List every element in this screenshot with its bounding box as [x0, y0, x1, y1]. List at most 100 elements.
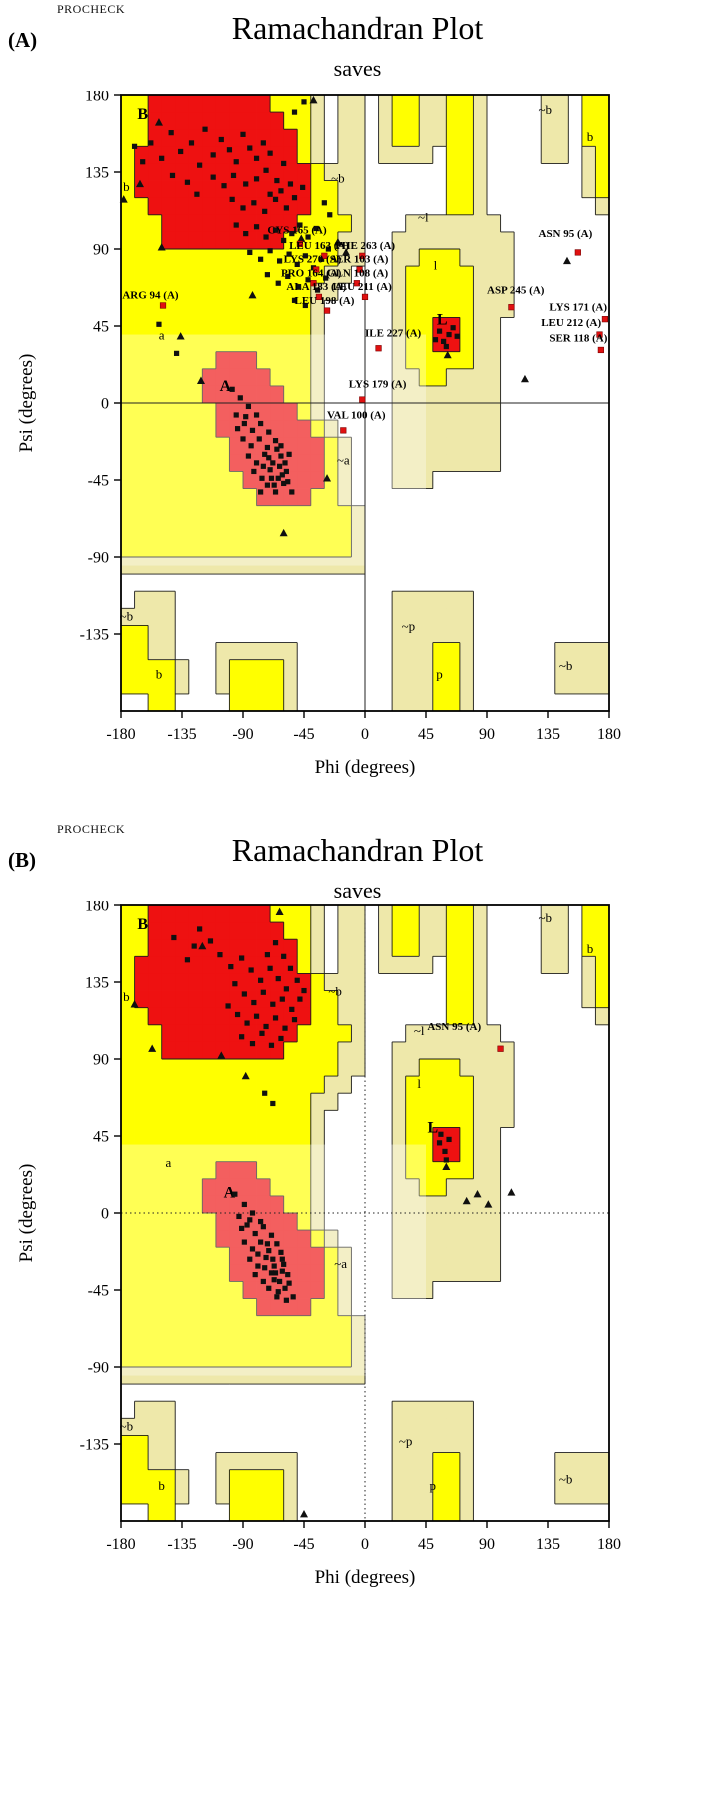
residue-square — [271, 482, 277, 488]
residue-square — [270, 1256, 276, 1262]
region-label: ~b — [120, 1418, 134, 1433]
glycine-triangle — [473, 1189, 482, 1198]
residue-square — [233, 222, 239, 228]
residue-square — [277, 258, 283, 264]
residue-square — [267, 965, 273, 971]
residue-square — [168, 130, 174, 136]
region-label: a — [159, 328, 165, 343]
residue-square — [278, 188, 284, 194]
residue-square — [241, 1239, 247, 1245]
region-label: B — [137, 916, 148, 933]
residue-square — [159, 155, 165, 161]
region-boundaries — [121, 95, 610, 712]
flagged-residue-marker — [359, 396, 366, 403]
residue-square — [240, 205, 246, 211]
residue-square — [283, 205, 289, 211]
glycine-triangle — [154, 118, 163, 126]
residue-square — [291, 297, 298, 303]
region-label: p — [430, 1478, 437, 1493]
residue-square — [260, 140, 266, 146]
flagged-residue-label: CYS 165 (A) — [267, 225, 327, 237]
residue-square — [171, 934, 177, 941]
residue-square — [442, 1148, 448, 1154]
residue-square — [323, 275, 329, 281]
residue-square — [259, 1030, 265, 1036]
y-tick-label: 135 — [85, 165, 109, 182]
flagged-residue-marker — [315, 293, 323, 301]
residue-square — [263, 1023, 269, 1030]
residue-square — [236, 1213, 242, 1220]
residue-square — [267, 248, 273, 254]
residue-square — [450, 325, 456, 331]
residue-square — [243, 231, 249, 237]
residue-square — [274, 446, 280, 452]
flagged-residue-marker — [313, 266, 320, 273]
residue-square — [289, 1006, 295, 1012]
x-tick-label: 90 — [479, 1536, 495, 1553]
region-label: L — [427, 1120, 438, 1137]
residue-square — [278, 453, 284, 459]
region-label: p — [436, 666, 443, 681]
residue-square — [228, 964, 234, 970]
residue-square — [247, 1256, 253, 1262]
glycine-triangle — [507, 1188, 516, 1196]
residue-points — [119, 95, 571, 537]
residue-square — [253, 224, 260, 230]
residue-square — [272, 1270, 279, 1276]
region-labels: Bb ~b ~l l a A L ~a ~b b ~p p ~b ~b b — [120, 102, 594, 682]
ramachandran-plot-b: -180 -135 -90 -45 0 45 90 135 180 180 135 90 45 0 -45 -… — [16, 901, 621, 1588]
residue-square — [325, 246, 331, 252]
region-label: L — [437, 311, 448, 328]
procheck-label-b: PROCHECK — [57, 822, 126, 836]
residue-square — [275, 975, 281, 982]
residue-square — [263, 234, 269, 240]
region-label: ~b — [559, 1471, 573, 1486]
y-tick-label: 90 — [93, 242, 109, 259]
residue-square — [270, 1100, 276, 1107]
residue-square — [271, 1263, 277, 1269]
x-axis-title: Phi (degrees) — [315, 757, 416, 778]
glycine-triangle — [309, 95, 318, 104]
y-tick-label: -135 — [80, 1437, 109, 1454]
residue-square — [202, 126, 208, 132]
flagged-residue-marker — [159, 302, 167, 309]
panel-b: PROCHECK (B) Ramachandran Plot saves -18… — [0, 806, 715, 1614]
residue-square — [243, 181, 249, 187]
residue-square — [286, 1280, 292, 1286]
axes: -180 -135 -90 -45 0 45 90 135 180 180 135 90 45 0 -45 -… — [16, 91, 621, 778]
glycine-triangle — [196, 376, 205, 384]
region-label: b — [123, 989, 130, 1004]
glycine-triangle — [333, 237, 342, 246]
residue-square — [283, 1297, 289, 1303]
residue-square — [232, 981, 238, 987]
region-label: ~a — [337, 453, 350, 468]
region-label: ~l — [414, 1023, 425, 1038]
procheck-label-a: PROCHECK — [57, 2, 126, 16]
y-axis-title: Psi (degrees) — [16, 1164, 37, 1263]
residue-square — [327, 212, 333, 218]
residue-square — [272, 438, 279, 444]
flagged-residue-marker — [310, 280, 317, 287]
x-tick-label: 0 — [361, 726, 369, 743]
residue-square — [264, 444, 270, 451]
residue-square — [272, 489, 279, 495]
y-tick-label: -135 — [80, 627, 109, 644]
x-tick-label: -135 — [167, 1536, 196, 1553]
residue-square — [260, 1224, 266, 1230]
residue-square — [267, 150, 273, 156]
residue-square — [178, 148, 184, 155]
residue-square — [268, 1270, 275, 1276]
x-axis-title: Phi (degrees) — [315, 1567, 416, 1588]
residue-square — [278, 443, 284, 449]
panel-letter-a: (A) — [8, 28, 38, 52]
residue-square — [210, 174, 216, 180]
glycine-triangle — [198, 941, 207, 950]
region-label: A — [220, 378, 232, 395]
glycine-triangle — [443, 350, 452, 359]
residue-square — [436, 1140, 443, 1146]
residue-square — [294, 261, 300, 267]
flagged-residue-label: LEU 163 (A) — [289, 240, 349, 252]
residue-square — [249, 1210, 256, 1216]
residue-square — [194, 191, 200, 197]
x-tick-label: 45 — [418, 1536, 434, 1553]
